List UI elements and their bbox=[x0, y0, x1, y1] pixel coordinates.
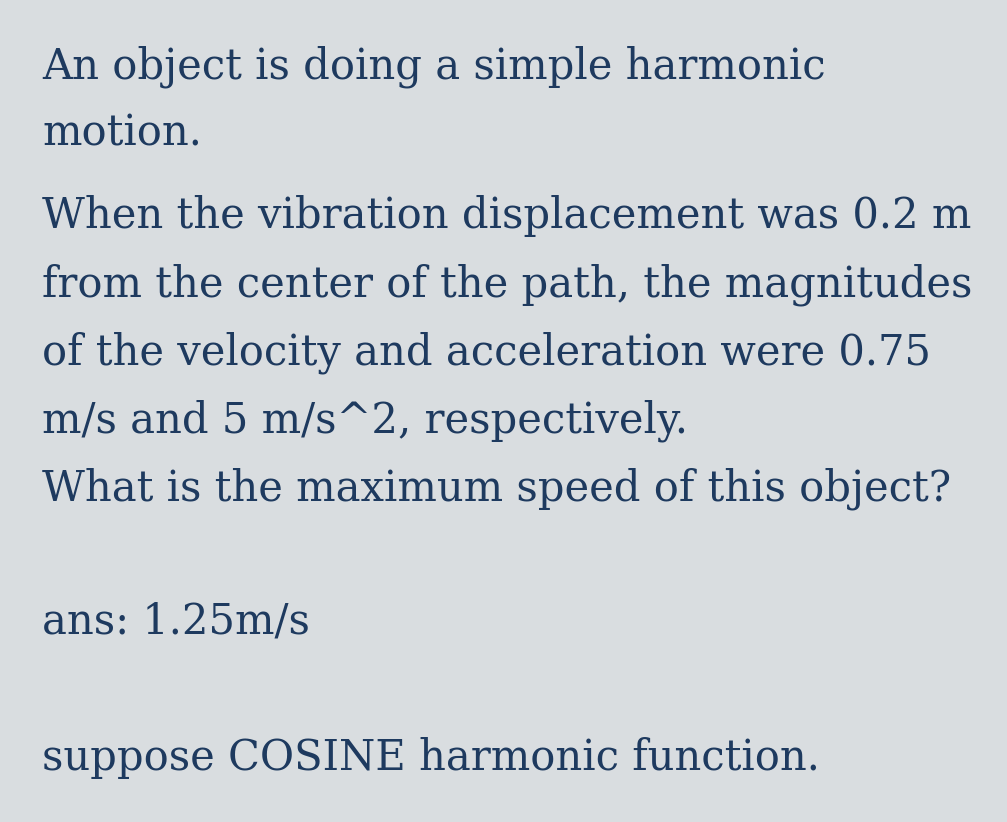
Text: suppose COSINE harmonic function.: suppose COSINE harmonic function. bbox=[42, 737, 820, 779]
Text: What is the maximum speed of this object?: What is the maximum speed of this object… bbox=[42, 467, 952, 510]
Text: m/s and 5 m/s^2, respectively.: m/s and 5 m/s^2, respectively. bbox=[42, 399, 688, 441]
Text: ans: 1.25m/s: ans: 1.25m/s bbox=[42, 600, 310, 642]
Text: of the velocity and acceleration were 0.75: of the velocity and acceleration were 0.… bbox=[42, 331, 931, 373]
Text: motion.: motion. bbox=[42, 112, 201, 154]
Text: An object is doing a simple harmonic: An object is doing a simple harmonic bbox=[42, 45, 826, 87]
Text: When the vibration displacement was 0.2 m: When the vibration displacement was 0.2 … bbox=[42, 195, 972, 237]
Text: from the center of the path, the magnitudes: from the center of the path, the magnitu… bbox=[42, 263, 973, 306]
